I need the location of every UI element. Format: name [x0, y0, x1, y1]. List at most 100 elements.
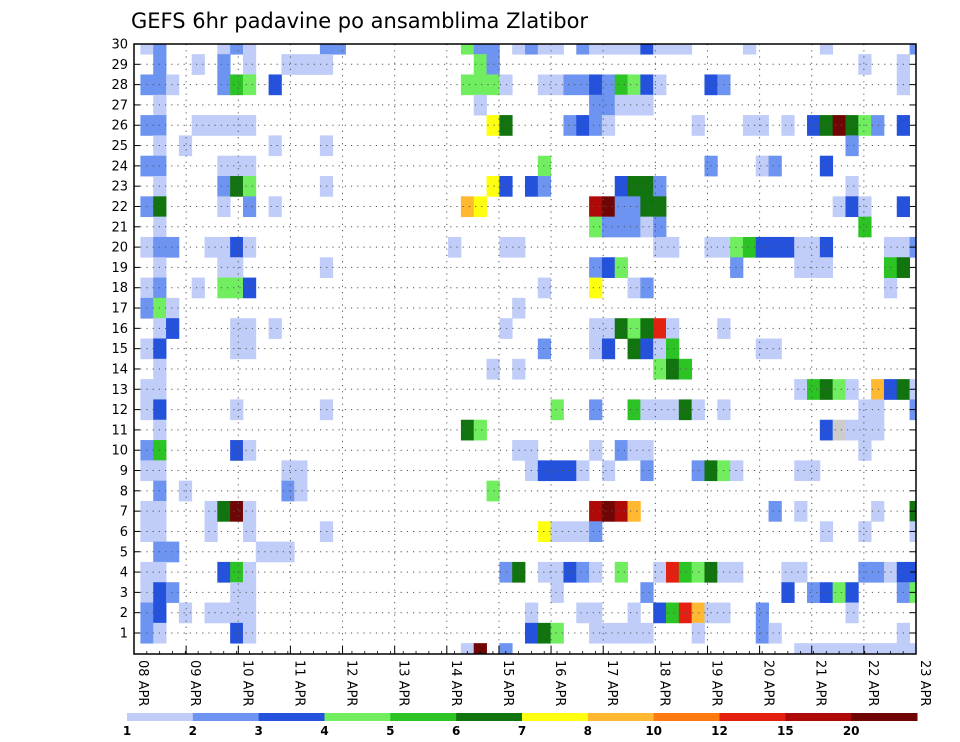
heatmap-cell: [794, 236, 808, 258]
heatmap-cell: [768, 622, 782, 644]
heatmap-cell: [627, 94, 641, 116]
heatmap-cell: [666, 358, 680, 380]
heatmap-cell: [807, 460, 821, 482]
heatmap-cell: [550, 399, 564, 421]
heatmap-cell: [537, 176, 552, 197]
heatmap-cell: [268, 74, 282, 96]
heatmap-cell: [230, 582, 244, 603]
heatmap-cell: [166, 236, 180, 258]
heatmap-cell: [819, 155, 834, 177]
heatmap-cell: [589, 440, 603, 461]
heatmap-cell: [909, 44, 917, 55]
heatmap-cell: [563, 115, 577, 136]
heatmap-cell: [858, 196, 872, 218]
colorbar-swatch: [258, 713, 325, 721]
heatmap-cell: [614, 176, 628, 197]
heatmap-cell: [242, 622, 257, 644]
heatmap-cell: [589, 338, 603, 360]
x-tick-label: 21 APR: [813, 660, 828, 706]
heatmap-cell: [640, 460, 654, 482]
colorbar-label: 6: [452, 724, 460, 738]
heatmap-cell: [858, 115, 872, 136]
heatmap-cell: [666, 236, 680, 258]
y-tick-label: 15: [111, 342, 128, 357]
heatmap-cell: [281, 541, 295, 563]
y-tick-label: 18: [111, 281, 128, 296]
heatmap-cell: [755, 155, 769, 177]
heatmap-cell: [204, 500, 218, 522]
heatmap-cell: [589, 521, 603, 543]
x-tick-label: 13 APR: [396, 660, 411, 706]
colorbar-label: 10: [645, 724, 662, 738]
heatmap-cell: [230, 561, 244, 583]
colorbar-swatch: [192, 713, 260, 721]
x-tick-label: 08 APR: [135, 660, 150, 706]
heatmap-cell: [730, 460, 744, 482]
heatmap-cell: [589, 622, 603, 644]
heatmap-cell: [486, 358, 500, 380]
y-tick-label: 24: [111, 159, 128, 174]
heatmap-cell: [473, 74, 487, 96]
heatmap-cell: [242, 155, 257, 177]
heatmap-cell: [666, 561, 680, 583]
heatmap-cell: [871, 643, 885, 655]
heatmap-cell: [794, 460, 808, 482]
heatmap-cell: [640, 216, 654, 238]
heatmap-cell: [242, 582, 257, 603]
heatmap-cell: [537, 338, 552, 360]
heatmap-cell: [242, 561, 257, 583]
heatmap-cell: [537, 277, 552, 299]
heatmap-cell: [614, 440, 628, 461]
heatmap-cell: [550, 74, 564, 96]
heatmap-cell: [807, 379, 821, 400]
x-tick-label: 14 APR: [448, 660, 463, 706]
heatmap-cell: [166, 318, 180, 339]
colorbar-label: 3: [254, 724, 262, 738]
heatmap-cell: [640, 94, 654, 116]
heatmap-cell: [589, 44, 603, 55]
heatmap-cell: [217, 236, 231, 258]
heatmap-cell: [858, 419, 872, 441]
heatmap-cell: [217, 602, 231, 624]
heatmap-cell: [230, 277, 244, 299]
colorbar-label: 5: [386, 724, 394, 738]
colorbar-label: 12: [711, 724, 728, 738]
heatmap-cell: [653, 338, 667, 360]
heatmap-cell: [845, 176, 859, 197]
heatmap-cell: [742, 115, 757, 136]
heatmap-cell: [678, 602, 693, 624]
heatmap-cell: [653, 176, 667, 197]
heatmap-cell: [653, 74, 667, 96]
colorbar-swatch: [851, 713, 918, 721]
heatmap-cell: [563, 74, 577, 96]
heatmap-cell: [242, 500, 257, 522]
heatmap-cell: [627, 216, 641, 238]
heatmap-cell: [230, 115, 244, 136]
heatmap-cell: [614, 74, 628, 96]
heatmap-cell: [576, 561, 590, 583]
heatmap-cell: [473, 643, 487, 655]
heatmap-cell: [217, 115, 231, 136]
heatmap-cell: [627, 74, 641, 96]
heatmap-cell: [640, 318, 654, 339]
heatmap-cell: [242, 74, 257, 96]
heatmap-cell: [576, 74, 590, 96]
heatmap-cell: [589, 94, 603, 116]
heatmap-cell: [614, 44, 628, 55]
heatmap-cell: [563, 521, 577, 543]
heatmap-cell: [499, 643, 513, 655]
colorbar-swatch: [587, 713, 655, 721]
heatmap-cell: [627, 176, 641, 197]
heatmap-cell: [627, 622, 641, 644]
heatmap-cell: [845, 582, 859, 603]
heatmap-cell: [601, 338, 616, 360]
colorbar-swatch: [456, 713, 523, 721]
heatmap-cell: [640, 582, 654, 603]
heatmap-cell: [242, 44, 257, 55]
heatmap-cell: [807, 115, 821, 136]
heatmap-cell: [858, 216, 872, 238]
heatmap-cell: [589, 318, 603, 339]
heatmap-cell: [755, 236, 769, 258]
heatmap-cell: [730, 257, 744, 278]
heatmap-cell: [871, 379, 885, 400]
